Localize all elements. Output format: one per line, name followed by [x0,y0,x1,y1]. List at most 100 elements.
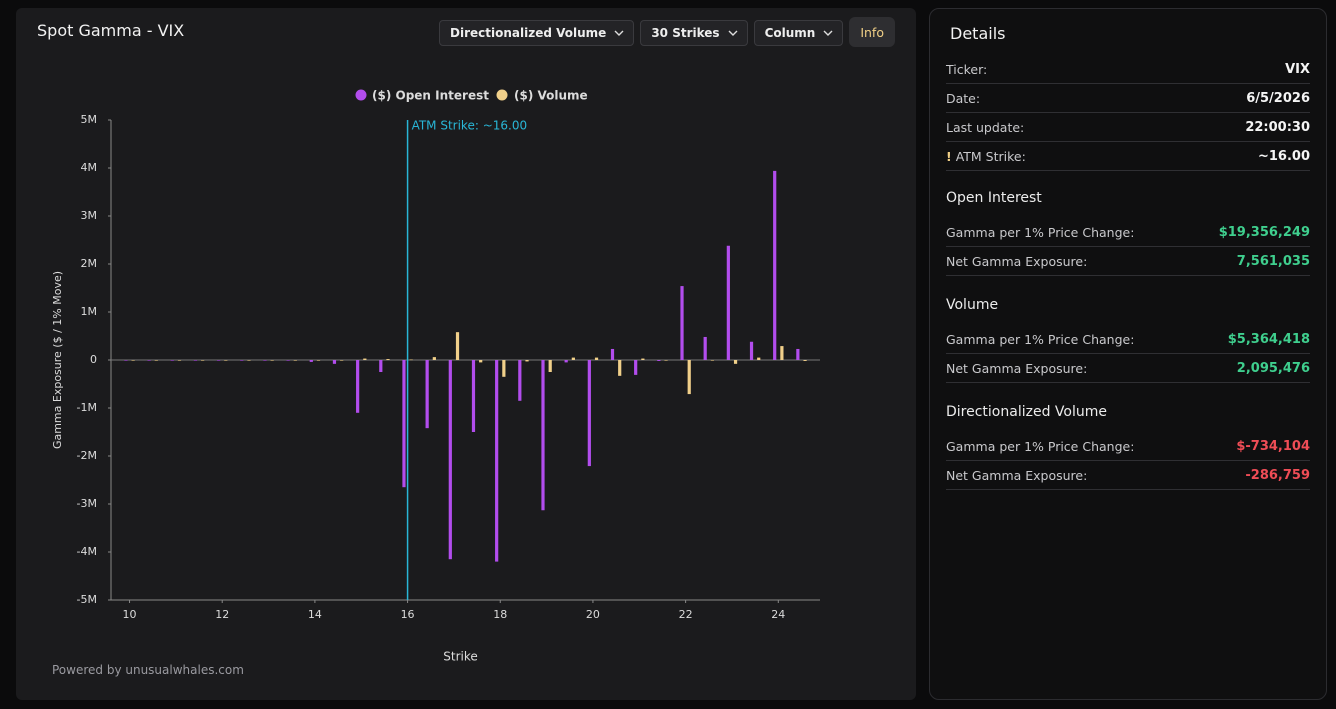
legend-swatch [355,89,367,101]
bar [780,346,784,360]
legend-label: ($) Volume [514,89,588,103]
bar [618,360,622,376]
bar [131,360,135,361]
summary: Ticker: VIX Date: 6/5/2026 Last update: 22:00… [946,55,1310,171]
y-tick-label: -1M [77,401,97,414]
detail-row: Net Gamma Exposure: 7,561,035 [946,247,1310,276]
detail-value: 2,095,476 [1236,360,1310,376]
bar [610,348,615,360]
legend-swatch [496,89,508,101]
bar [240,360,244,361]
detail-label: Last update: [946,119,1025,135]
detail-label: Gamma per 1% Price Change: [946,224,1135,240]
detail-value: ~16.00 [1257,148,1310,164]
bar [286,360,290,361]
bar [263,360,267,361]
bar [340,360,344,361]
dropdown[interactable]: 30 Strikes [640,20,748,46]
x-axis-label: Strike [443,650,478,664]
dropdown-label: Column [764,26,816,40]
bar [363,358,367,360]
y-tick-label: 5M [81,113,98,126]
panel-title: Spot Gamma - VIX [37,21,185,40]
bar [518,360,522,401]
bar [224,360,228,361]
bar [425,360,429,429]
y-tick-label: -3M [77,497,97,510]
bar [455,332,460,360]
bar [448,360,452,560]
dropdown[interactable]: Directionalized Volume [439,20,635,46]
x-tick-label: 10 [123,608,137,621]
bar [193,360,198,361]
details-panel: Details Ticker: VIX Date: 6/5/2026 Last upda… [929,8,1327,700]
detail-label: Gamma per 1% Price Change: [946,331,1135,347]
bar [432,357,436,360]
x-tick-label: 12 [215,608,229,621]
bar [571,357,575,360]
bar [316,360,321,361]
controls: Directionalized Volume 30 Strikes Column… [439,17,895,47]
bar [657,360,661,361]
bar [379,360,383,372]
chart-panel: Spot Gamma - VIX Directionalized Volume … [16,8,916,700]
detail-value: 7,561,035 [1236,253,1310,269]
detail-label: Net Gamma Exposure: [946,467,1088,483]
detail-row: Gamma per 1% Price Change: $5,364,418 [946,325,1310,354]
legend-label: ($) Open Interest [372,89,489,103]
y-tick-label: 0 [90,353,97,366]
detail-label: Gamma per 1% Price Change: [946,438,1135,454]
bar [201,360,205,361]
bar [680,286,684,360]
details-title: Details [950,24,1006,43]
bar [564,360,568,363]
detail-row: Date: 6/5/2026 [946,84,1310,113]
bar [796,348,800,360]
bar [402,360,406,488]
detail-label-wrap: ! ATM Strike: [946,149,1026,164]
detail-value: $5,364,418 [1227,331,1310,347]
bar [471,360,476,432]
detail-value: 22:00:30 [1245,119,1310,135]
chevron [728,30,738,36]
x-tick-label: 24 [771,608,785,621]
y-tick-label: 4M [81,161,98,174]
bar [356,360,360,413]
bar [726,245,730,360]
atm-label: ATM Strike: ~16.00 [412,119,528,133]
bar [293,360,297,361]
bar [147,360,151,361]
detail-row: Net Gamma Exposure: 2,095,476 [946,354,1310,383]
bar [495,360,499,562]
warning-marker: ! [946,148,952,164]
detail-section: Open Interest Gamma per 1% Price Change: $… [946,184,1310,276]
x-tick-label: 22 [679,608,693,621]
bar [548,360,552,372]
detail-value: 6/5/2026 [1246,90,1310,106]
bar [641,358,645,360]
y-axis-label: Gamma Exposure ($ / 1% Move) [51,271,64,449]
bar [217,360,221,361]
bar [124,360,128,361]
bar [541,360,545,511]
bar [247,360,251,361]
bar [587,360,591,467]
detail-label: Net Gamma Exposure: [946,253,1088,269]
bar [594,357,599,360]
detail-row: Gamma per 1% Price Change: $-734,104 [946,432,1310,461]
info-button[interactable]: Info [849,17,895,47]
bar [733,360,738,364]
detail-row: Last update: 22:00:30 [946,113,1310,142]
section-title: Directionalized Volume [946,404,1107,420]
y-tick-label: -5M [77,593,97,606]
bar [710,360,714,361]
y-tick-label: 1M [81,305,98,318]
bar [664,360,668,361]
bar [687,360,691,395]
bar [270,360,274,361]
dropdown[interactable]: Column [753,20,844,46]
y-tick-label: -4M [77,545,97,558]
detail-label-wrap: Date: [946,91,980,106]
